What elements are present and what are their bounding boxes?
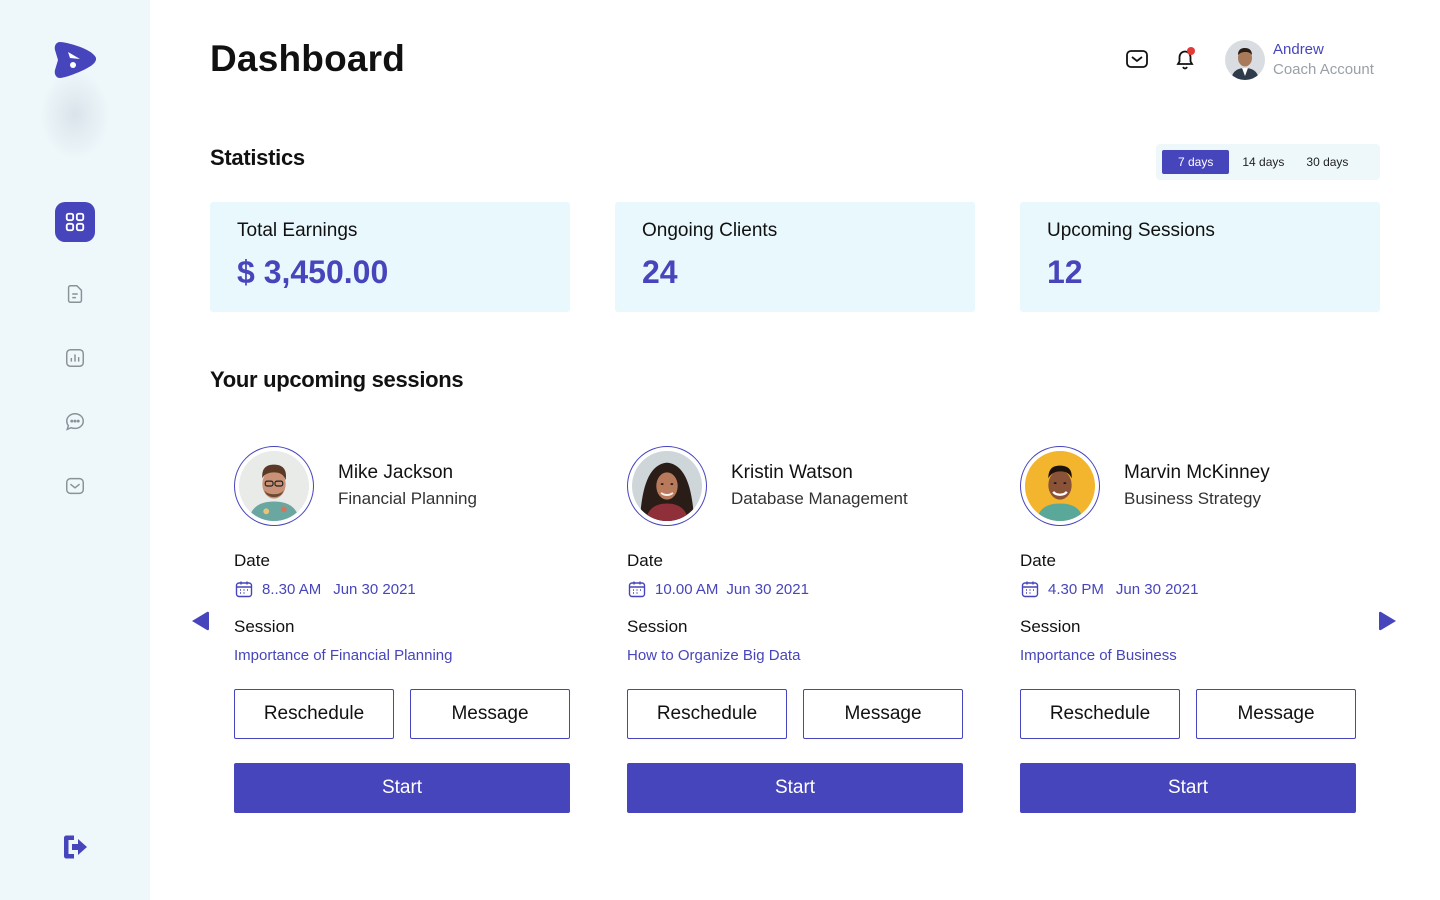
stat-label: Ongoing Clients	[642, 220, 778, 241]
session-card: Kristin Watson Database Management Date …	[627, 446, 963, 816]
reschedule-button[interactable]: Reschedule	[627, 689, 787, 739]
grid-icon	[65, 212, 85, 232]
session-label: Session	[627, 617, 688, 636]
next-arrow-icon[interactable]	[1378, 610, 1398, 632]
session-time: 8..30 AM	[262, 580, 322, 598]
date-row: 10.00 AM Jun 30 2021	[627, 579, 809, 599]
message-button[interactable]: Message	[1196, 689, 1356, 739]
user-role: Coach Account	[1273, 61, 1374, 78]
stat-label: Upcoming Sessions	[1047, 220, 1215, 241]
sessions-title: Your upcoming sessions	[210, 367, 464, 392]
sidebar-item-analytics[interactable]	[55, 338, 95, 378]
range-tab-14-days[interactable]: 14 days	[1242, 155, 1285, 169]
chat-bubble-icon	[66, 413, 84, 431]
session-title[interactable]: Importance of Business	[1020, 647, 1177, 664]
bar-chart-icon	[66, 349, 84, 367]
session-time: 4.30 PM	[1048, 580, 1104, 598]
range-tab-30-days[interactable]: 30 days	[1306, 155, 1349, 169]
session-title[interactable]: Importance of Financial Planning	[234, 647, 453, 664]
session-card: Mike Jackson Financial Planning Date 8..…	[234, 446, 570, 816]
notification-badge	[1187, 47, 1195, 55]
client-topic: Business Strategy	[1124, 489, 1262, 508]
previous-arrow-icon[interactable]	[190, 610, 210, 632]
date-row: 8..30 AM Jun 30 2021	[234, 579, 416, 599]
date-row: 4.30 PM Jun 30 2021	[1020, 579, 1198, 599]
stat-value: 24	[642, 254, 678, 290]
client-avatar	[234, 446, 314, 526]
client-topic: Database Management	[731, 489, 908, 508]
date-label: Date	[234, 551, 270, 570]
client-avatar	[1020, 446, 1100, 526]
sidebar-item-dashboard[interactable]	[55, 202, 95, 242]
date-label: Date	[627, 551, 663, 570]
stat-card-sessions: Upcoming Sessions 12	[1020, 202, 1380, 312]
stat-label: Total Earnings	[237, 220, 358, 241]
calendar-icon	[1021, 581, 1039, 598]
sidebar-item-inbox[interactable]	[55, 466, 95, 506]
stat-card-earnings: Total Earnings $ 3,450.00	[210, 202, 570, 312]
sidebar-item-chat[interactable]	[55, 402, 95, 442]
stat-value: 12	[1047, 254, 1083, 290]
session-date: Jun 30 2021	[726, 580, 809, 598]
date-label: Date	[1020, 551, 1056, 570]
page-title: Dashboard	[210, 38, 406, 79]
session-date: Jun 30 2021	[333, 580, 416, 598]
stat-value: $ 3,450.00	[237, 254, 389, 290]
session-title[interactable]: How to Organize Big Data	[627, 647, 801, 664]
reschedule-button[interactable]: Reschedule	[234, 689, 394, 739]
bell-icon[interactable]	[1172, 46, 1198, 72]
document-icon	[67, 285, 83, 303]
start-button[interactable]: Start	[627, 763, 963, 813]
user-name[interactable]: Andrew	[1273, 41, 1324, 58]
sidebar-item-documents[interactable]	[55, 274, 95, 314]
stat-card-clients: Ongoing Clients 24	[615, 202, 975, 312]
client-avatar	[627, 446, 707, 526]
start-button[interactable]: Start	[234, 763, 570, 813]
range-tab-7-days[interactable]: 7 days	[1162, 150, 1230, 174]
calendar-icon	[628, 581, 646, 598]
logo-shadow	[40, 70, 110, 160]
sidebar	[0, 0, 150, 900]
session-label: Session	[1020, 617, 1081, 636]
calendar-icon	[235, 581, 253, 598]
statistics-title: Statistics	[210, 145, 305, 170]
message-button[interactable]: Message	[410, 689, 570, 739]
session-label: Session	[234, 617, 295, 636]
client-name: Marvin McKinney	[1124, 462, 1270, 483]
logout-icon[interactable]	[60, 832, 90, 862]
session-time: 10.00 AM	[655, 580, 719, 598]
logo-icon[interactable]	[52, 38, 100, 82]
reschedule-button[interactable]: Reschedule	[1020, 689, 1180, 739]
client-name: Mike Jackson	[338, 462, 454, 483]
user-avatar[interactable]	[1225, 40, 1265, 80]
range-selector: 7 days 14 days 30 days	[1156, 144, 1380, 180]
mail-icon[interactable]	[1124, 46, 1150, 72]
client-name: Kristin Watson	[731, 462, 853, 483]
start-button[interactable]: Start	[1020, 763, 1356, 813]
session-date: Jun 30 2021	[1115, 580, 1199, 598]
session-card: Marvin McKinney Business Strategy Date 4…	[1020, 446, 1356, 816]
message-button[interactable]: Message	[803, 689, 963, 739]
client-topic: Financial Planning	[338, 489, 477, 508]
inbox-icon	[66, 477, 84, 495]
